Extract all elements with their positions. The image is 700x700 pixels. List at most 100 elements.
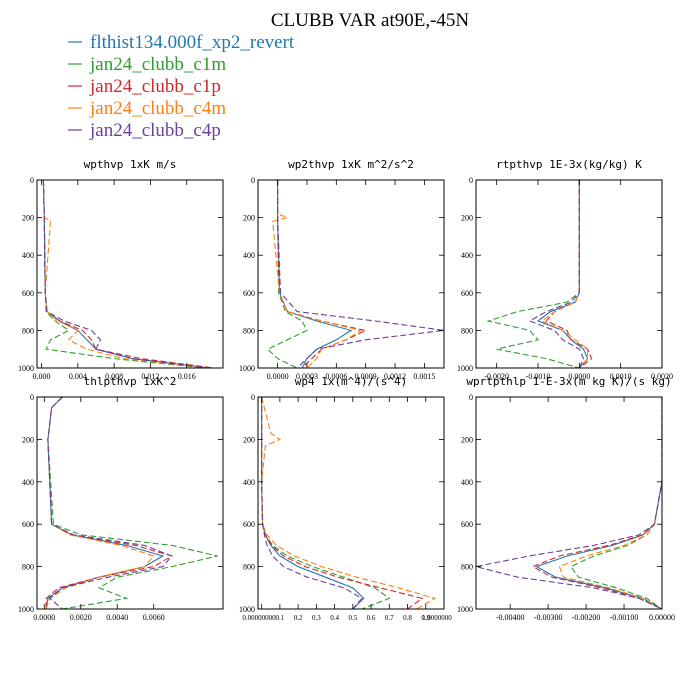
x-tick-label: 0.0020 <box>70 613 92 622</box>
x-tick-label: -0.0020 <box>484 372 509 381</box>
x-tick-label: 1.0000000 <box>422 614 452 622</box>
series-line <box>261 397 424 609</box>
x-tick-label: 0.1 <box>276 614 285 622</box>
legend-entry: flthist134.000f_xp2_revert <box>90 32 295 53</box>
x-tick-label: -0.00400 <box>496 613 525 622</box>
chart-panel: wp4 1x(m^4)/(s^4)020040060080010000.0000… <box>239 375 452 622</box>
x-tick-label: 0.0010 <box>610 372 632 381</box>
legend-entry: jan24_clubb_c1p <box>89 76 221 97</box>
x-tick-label: 0.9 <box>421 614 430 622</box>
x-tick-label: 0.00000 <box>649 613 675 622</box>
x-tick-label: -0.0010 <box>526 372 551 381</box>
y-tick-label: 400 <box>461 478 473 487</box>
series-line <box>47 397 173 609</box>
panel-title: wpthvp 1xK m/s <box>84 158 177 171</box>
series-line <box>272 180 363 368</box>
figure-title: CLUBB VAR at90E,-45N <box>271 10 470 31</box>
y-tick-label: 200 <box>243 435 255 444</box>
x-tick-label: 0.0015 <box>413 372 435 381</box>
y-tick-label: 800 <box>461 326 473 335</box>
x-tick-label: -0.00200 <box>572 613 601 622</box>
x-tick-label: 0.004 <box>69 372 87 381</box>
y-tick-label: 600 <box>22 289 34 298</box>
panel-title: wprtpthlp 1-E-3x(m kg K)/(s kg) <box>466 375 671 388</box>
x-tick-label: 0.3 <box>312 614 321 622</box>
x-tick-label: 0.0003 <box>296 372 318 381</box>
x-tick-label: 0.0006 <box>325 372 347 381</box>
x-tick-label: 0.012 <box>141 372 159 381</box>
y-tick-label: 200 <box>461 435 473 444</box>
x-tick-label: 0.0040 <box>106 613 128 622</box>
series-line <box>541 180 589 368</box>
x-tick-label: 0.8 <box>403 614 412 622</box>
y-tick-label: 400 <box>243 251 255 260</box>
panel-title: thlpthvp 1xK^2 <box>84 375 177 388</box>
y-tick-label: 600 <box>243 520 255 529</box>
x-tick-label: 0.0000 <box>267 372 289 381</box>
y-tick-label: 800 <box>22 563 34 572</box>
x-tick-label: 0.0000 <box>568 372 590 381</box>
y-tick-label: 1000 <box>457 605 473 614</box>
chart-panel: wp2thvp 1xK m^2/s^2 0 200 400 600 800 1000 0.00… <box>239 158 445 381</box>
plot-frame <box>257 179 445 369</box>
series-line <box>535 397 662 609</box>
x-tick-label: 0.4 <box>330 614 339 622</box>
y-tick-label: 1000 <box>239 605 255 614</box>
x-tick-label: -0.00300 <box>534 613 563 622</box>
x-tick-label: 0.2 <box>294 614 303 622</box>
series-line <box>261 397 363 609</box>
chart-panel: wprtpthlp 1-E-3x(m kg K)/(s kg) 0 200 400 60… <box>457 375 675 622</box>
y-tick-label: 1000 <box>239 364 255 373</box>
plot-frame <box>36 396 224 610</box>
y-tick-label: 0 <box>469 393 473 402</box>
x-tick-label: 0.00000000 <box>242 614 276 622</box>
y-tick-label: 600 <box>461 289 473 298</box>
series-line <box>266 180 308 368</box>
y-tick-label: 400 <box>22 478 34 487</box>
plot-frame <box>475 179 663 369</box>
y-tick-label: 600 <box>461 520 473 529</box>
series-line <box>45 397 165 609</box>
plot-frame <box>257 396 445 610</box>
series-line <box>476 397 662 609</box>
x-tick-label: 0.6 <box>367 614 376 622</box>
x-tick-label: 0.7 <box>385 614 394 622</box>
y-tick-label: 800 <box>461 563 473 572</box>
series-line <box>47 397 218 609</box>
x-tick-label: -0.00100 <box>610 613 639 622</box>
series-line <box>261 397 365 609</box>
y-tick-label: 0 <box>30 393 34 402</box>
series-line <box>277 180 444 368</box>
y-tick-label: 400 <box>243 478 255 487</box>
y-tick-label: 0 <box>251 176 255 185</box>
series-line <box>261 397 437 609</box>
series-line <box>570 397 662 609</box>
legend-entry: jan24_clubb_c4m <box>89 98 226 119</box>
series-line <box>531 397 662 609</box>
legend-entry: jan24_clubb_c1m <box>89 54 226 75</box>
y-tick-label: 0 <box>469 176 473 185</box>
series-line <box>45 397 155 609</box>
y-tick-label: 200 <box>22 214 34 223</box>
x-tick-label: 0.000 <box>33 372 51 381</box>
y-tick-label: 0 <box>30 176 34 185</box>
series-line <box>558 397 662 609</box>
y-tick-label: 600 <box>22 520 34 529</box>
y-tick-label: 1000 <box>18 364 34 373</box>
x-tick-label: 0.0012 <box>384 372 406 381</box>
x-tick-label: 0.0060 <box>143 613 165 622</box>
y-tick-label: 200 <box>461 214 473 223</box>
series-line <box>486 180 580 368</box>
y-tick-label: 600 <box>243 289 255 298</box>
series-line <box>545 180 593 368</box>
plot-frame <box>36 179 224 369</box>
series-line <box>536 180 589 368</box>
y-tick-label: 800 <box>243 563 255 572</box>
y-tick-label: 1000 <box>18 605 34 614</box>
x-tick-label: 0.008 <box>105 372 123 381</box>
series-line <box>42 180 210 368</box>
y-tick-label: 800 <box>22 326 34 335</box>
series-line <box>277 180 368 368</box>
